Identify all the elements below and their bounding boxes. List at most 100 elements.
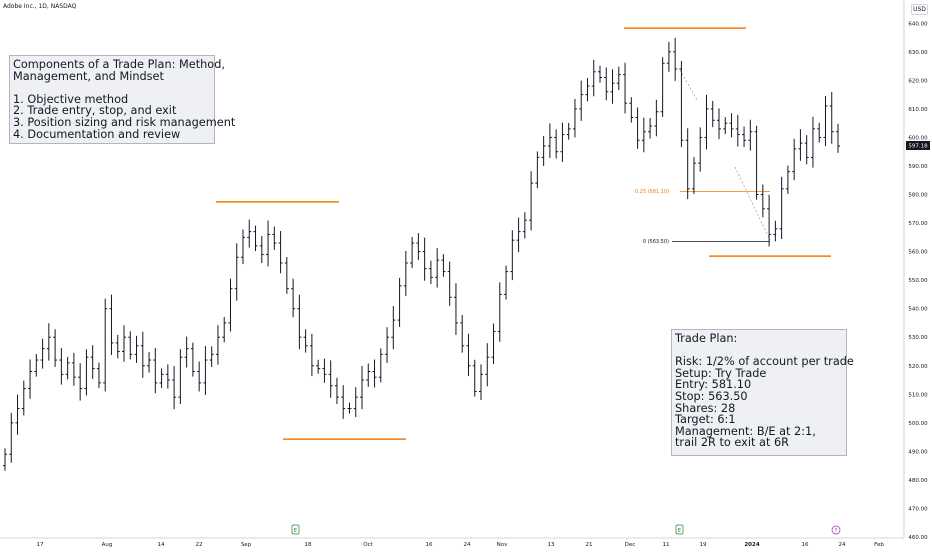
time-tick-label: Nov — [497, 542, 508, 548]
trade-plan-note[interactable]: Trade Plan: Risk: 1/2% of account per tr… — [671, 329, 854, 456]
time-tick-label: 11 — [663, 542, 670, 548]
ohlc-bar — [9, 412, 14, 463]
ohlc-bar — [767, 194, 772, 247]
ohlc-bar — [103, 298, 108, 392]
currency-button[interactable]: USD — [911, 4, 928, 15]
ohlc-bar — [71, 352, 76, 386]
ohlc-bar — [360, 366, 364, 410]
ohlc-bar — [616, 66, 621, 91]
ohlc-bar — [704, 94, 709, 150]
ohlc-bar — [385, 327, 390, 363]
time-tick-label: 13 — [548, 542, 555, 548]
note-line: 1. Objective method — [13, 92, 129, 106]
time-tick-label: 18 — [305, 542, 312, 548]
earnings-icon: E — [294, 528, 297, 534]
note-line: Stop: 563.50 — [675, 389, 748, 403]
ohlc-bar — [535, 151, 540, 189]
earnings-marker-2[interactable]: E — [675, 524, 684, 535]
ohlc-bar — [90, 345, 95, 379]
ohlc-bar — [754, 125, 759, 200]
ohlc-bar — [541, 136, 546, 166]
event-marker-3[interactable]: ? — [831, 525, 841, 535]
ohlc-bar — [259, 235, 264, 264]
time-tick-label: 14 — [158, 542, 165, 548]
ohlc-bar — [829, 92, 834, 144]
ohlc-bar — [134, 335, 139, 363]
ohlc-bar — [522, 212, 527, 239]
ohlc-bar — [591, 59, 596, 97]
ohlc-bar — [654, 99, 659, 137]
ohlc-bar — [197, 361, 202, 392]
ohlc-bar — [391, 306, 396, 350]
ohlc-bar — [792, 138, 797, 181]
time-tick-label: 16 — [802, 542, 809, 548]
ohlc-bar — [115, 334, 120, 359]
ohlc-bar — [441, 254, 446, 277]
earnings-marker-1[interactable]: E — [291, 524, 300, 535]
ohlc-bar — [96, 362, 101, 389]
ohlc-bar — [447, 261, 452, 306]
ohlc-bar — [303, 329, 308, 353]
last-price-label: 597.18 — [908, 143, 928, 149]
ohlc-bar — [598, 65, 602, 83]
ohlc-bar — [366, 363, 371, 387]
components-note[interactable]: Components of a Trade Plan: Method, Mana… — [9, 55, 235, 144]
price-tick-label: 610.00 — [908, 107, 928, 113]
ohlc-bar — [804, 135, 809, 165]
ohlc-bar — [397, 277, 402, 327]
ohlc-bar — [710, 100, 715, 128]
ohlc-bar — [422, 237, 427, 281]
ohlc-bar — [785, 165, 790, 194]
ohlc-bar — [59, 348, 64, 385]
ohlc-bar — [817, 122, 822, 143]
time-tick-label: 24 — [839, 542, 846, 548]
price-tick-label: 550.00 — [908, 278, 928, 284]
time-tick-label: Oct — [363, 542, 373, 548]
ohlc-bar — [560, 122, 565, 162]
ohlc-bar — [585, 78, 590, 102]
ohlc-bar — [773, 220, 778, 242]
price-tick-label: 520.00 — [908, 364, 928, 370]
ohlc-bar — [278, 231, 283, 274]
ohlc-bar — [566, 122, 571, 140]
ohlc-bar — [284, 257, 289, 294]
ohlc-bar — [460, 314, 465, 353]
ohlc-bar — [241, 229, 245, 265]
ohlc-bar — [65, 356, 70, 380]
note-line: Management, and Mindset — [13, 69, 164, 83]
ohlc-bar — [717, 108, 721, 140]
earnings-icon: E — [678, 528, 681, 534]
price-tick-label: 600.00 — [908, 135, 928, 141]
ohlc-bar — [147, 352, 152, 373]
fib-level-0-label: 0 (563.50) — [643, 239, 669, 245]
ohlc-bar — [347, 402, 352, 414]
ohlc-bar — [723, 117, 728, 135]
last-price-tag: 597.18 — [906, 140, 930, 150]
ohlc-bar — [798, 129, 803, 161]
price-tick-label: 570.00 — [908, 221, 928, 227]
ohlc-bar — [679, 60, 684, 148]
ohlc-bar — [497, 282, 502, 342]
ohlc-bar — [21, 380, 26, 416]
ohlc-bar — [685, 128, 690, 200]
price-tick-label: 460.00 — [908, 535, 928, 541]
ohlc-bar — [810, 116, 815, 168]
ohlc-bar — [748, 119, 753, 151]
ohlc-bar — [128, 331, 133, 360]
price-tick-label: 630.00 — [908, 50, 928, 56]
ohlc-bar — [353, 387, 358, 418]
fib-level-025-label: 0.25 (581.10) — [635, 189, 669, 195]
ohlc-bar — [222, 316, 227, 343]
price-tick-label: 640.00 — [908, 21, 928, 27]
time-tick-label: 16 — [426, 542, 433, 548]
ohlc-bar — [698, 127, 703, 172]
ohlc-bar — [322, 358, 327, 383]
note-line: 4. Documentation and review — [13, 127, 181, 141]
ohlc-bar — [779, 176, 784, 240]
ohlc-bar — [28, 359, 33, 399]
ohlc-bar — [729, 113, 734, 138]
price-tick-label: 580.00 — [908, 193, 928, 199]
ohlc-bar — [648, 118, 653, 139]
time-tick-label: Feb — [874, 542, 884, 548]
